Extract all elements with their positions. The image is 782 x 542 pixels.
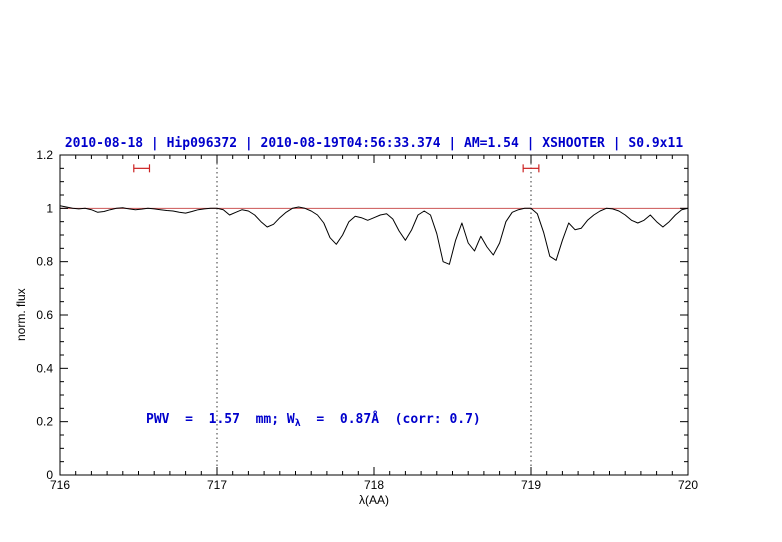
pwv-annotation-pre: PWV = 1.57 mm; W xyxy=(146,412,295,427)
svg-text:719: 719 xyxy=(521,478,541,492)
svg-text:0.8: 0.8 xyxy=(36,255,53,269)
svg-text:0: 0 xyxy=(46,468,53,482)
y-tick-labels: 0 0.2 0.4 0.6 0.8 1 1.2 xyxy=(36,148,53,482)
svg-text:718: 718 xyxy=(364,478,384,492)
axis-ticks xyxy=(59,154,689,476)
plot-title: 2010-08-18 | Hip096372 | 2010-08-19T04:5… xyxy=(64,136,684,151)
svg-text:0.4: 0.4 xyxy=(36,361,53,375)
lambda-subscript: λ xyxy=(294,418,301,429)
svg-text:716: 716 xyxy=(50,478,70,492)
svg-text:720: 720 xyxy=(678,478,698,492)
spectrum-line xyxy=(59,205,689,265)
svg-text:717: 717 xyxy=(207,478,227,492)
y-axis-label: norm. flux xyxy=(14,288,28,342)
x-tick-labels: 716 717 718 719 720 xyxy=(50,478,698,492)
pwv-annotation: PWV = 1.57 mm; Wλ = 0.87Å (corr: 0.7) xyxy=(146,412,481,429)
pwv-annotation-post: = 0.87Å (corr: 0.7) xyxy=(300,412,481,427)
band-marker xyxy=(522,164,540,173)
x-axis-label: λ(AA) xyxy=(359,493,389,507)
svg-text:0.6: 0.6 xyxy=(36,308,53,322)
band-marker xyxy=(133,164,151,173)
svg-text:1.2: 1.2 xyxy=(36,148,53,162)
svg-text:0.2: 0.2 xyxy=(36,415,53,429)
svg-text:1: 1 xyxy=(46,201,53,215)
